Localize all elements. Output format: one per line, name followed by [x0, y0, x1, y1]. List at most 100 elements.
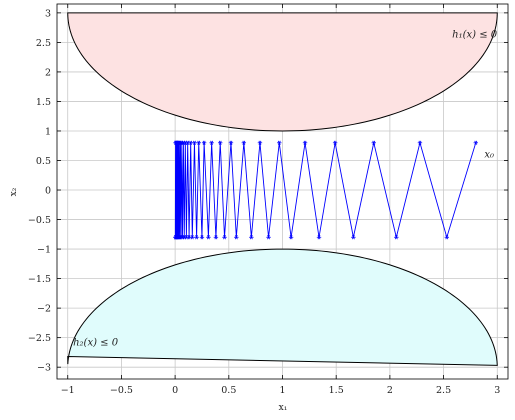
- annotation-label: h₁(x) ≤ 0: [452, 30, 498, 41]
- data-point: [473, 140, 478, 145]
- region-h1-fill: [67, 12, 498, 131]
- data-point: [302, 140, 308, 145]
- annotations: h₁(x) ≤ 0 h₂(x) ≤ 0 x₀: [73, 30, 498, 349]
- data-point: [234, 235, 239, 240]
- data-point: [266, 235, 271, 240]
- data-point-stroke: [474, 140, 478, 145]
- x-tick-label: 2: [387, 385, 393, 396]
- data-point-stroke: [249, 235, 253, 240]
- data-point: [196, 140, 201, 145]
- data-point-stroke: [418, 140, 422, 145]
- axis-ticks: −1 −0.5 0 0.5 1 1.5 2 2.5 3 −3 −2.5 −2 −1.5 −1 −0.5 0 0.…: [28, 4, 508, 396]
- data-point-stroke: [190, 235, 194, 240]
- data-point-stroke: [186, 140, 190, 145]
- y-tick-label: 2.5: [36, 38, 51, 49]
- data-point-stroke: [445, 235, 449, 240]
- data-point-stroke: [258, 140, 262, 145]
- data-point: [192, 140, 197, 145]
- x-tick-label: −0.5: [110, 385, 133, 396]
- y-tick-label: −2: [37, 304, 51, 315]
- data-point-stroke: [289, 235, 293, 240]
- y-tick-label: 3: [45, 8, 51, 19]
- data-point: [173, 140, 178, 145]
- data-point: [201, 140, 207, 145]
- data-point: [351, 235, 356, 240]
- data-point-stroke: [242, 140, 246, 145]
- data-point-stroke: [173, 235, 177, 240]
- iterate-trajectory: [173, 140, 478, 240]
- x-tick-label: 0: [172, 385, 178, 396]
- data-point-stroke: [210, 140, 214, 145]
- data-point-stroke: [234, 235, 238, 240]
- data-point-stroke: [197, 140, 201, 145]
- data-point-stroke: [317, 235, 321, 240]
- data-point: [206, 235, 211, 240]
- data-point-stroke: [174, 140, 177, 145]
- x-tick-label: 3: [494, 385, 500, 396]
- data-point: [288, 235, 294, 240]
- data-point-stroke: [372, 140, 376, 145]
- x-tick-label: 1: [279, 385, 285, 396]
- data-point-stroke: [187, 235, 191, 240]
- data-point: [444, 235, 449, 240]
- region-h1-outline: [67, 12, 498, 132]
- data-point: [316, 235, 322, 240]
- data-point-stroke: [206, 235, 210, 240]
- data-point: [394, 235, 399, 240]
- data-point: [371, 140, 376, 145]
- region-h2-outline: [67, 248, 498, 366]
- constraint-regions: [67, 12, 498, 366]
- series-line: [174, 142, 477, 238]
- data-point-stroke: [202, 140, 206, 145]
- y-tick-label: 0: [45, 186, 51, 197]
- y-tick-label: −3: [37, 363, 51, 374]
- data-point: [417, 140, 423, 145]
- data-point: [332, 140, 338, 145]
- data-point-stroke: [303, 140, 307, 145]
- data-point-stroke: [195, 235, 199, 240]
- x-tick-label: 0.5: [221, 385, 236, 396]
- data-point: [241, 140, 247, 145]
- y-axis-title: x₂: [9, 187, 19, 196]
- y-tick-label: 1: [45, 126, 51, 137]
- annotation-label: x₀: [484, 150, 494, 161]
- data-point-stroke: [223, 235, 226, 240]
- x-tick-label: 1.5: [329, 385, 344, 396]
- data-point: [228, 140, 234, 145]
- y-tick-label: 2: [45, 67, 51, 78]
- data-point-stroke: [351, 235, 355, 240]
- data-point: [218, 140, 223, 145]
- data-point: [209, 140, 214, 145]
- data-point: [277, 140, 282, 145]
- x-axis-title: x₁: [279, 403, 288, 413]
- annotation-label: h₂(x) ≤ 0: [73, 337, 119, 348]
- data-point-stroke: [277, 140, 281, 145]
- y-tick-label: −1.5: [28, 274, 51, 285]
- data-point-stroke: [333, 140, 337, 145]
- data-point-stroke: [214, 235, 218, 240]
- data-point: [249, 235, 254, 240]
- y-tick-label: 0.5: [36, 156, 51, 167]
- data-point: [257, 140, 263, 145]
- data-point-stroke: [193, 140, 196, 145]
- data-point: [222, 235, 227, 240]
- y-tick-label: −1: [37, 245, 51, 256]
- data-point-stroke: [229, 140, 233, 145]
- data-point-stroke: [267, 235, 270, 240]
- x-tick-label: 2.5: [436, 385, 451, 396]
- data-point: [194, 235, 199, 240]
- y-tick-label: 1.5: [36, 97, 51, 108]
- data-point-stroke: [200, 235, 204, 240]
- region-h2-fill: [67, 249, 498, 366]
- y-tick-label: −2.5: [28, 333, 51, 344]
- data-point: [173, 235, 178, 240]
- data-point-stroke: [218, 140, 222, 145]
- data-point-stroke: [394, 235, 398, 240]
- data-point: [213, 235, 219, 240]
- y-tick-label: −0.5: [28, 215, 51, 226]
- data-point: [199, 235, 205, 240]
- x-tick-label: −1: [61, 385, 75, 396]
- data-point-stroke: [189, 140, 193, 145]
